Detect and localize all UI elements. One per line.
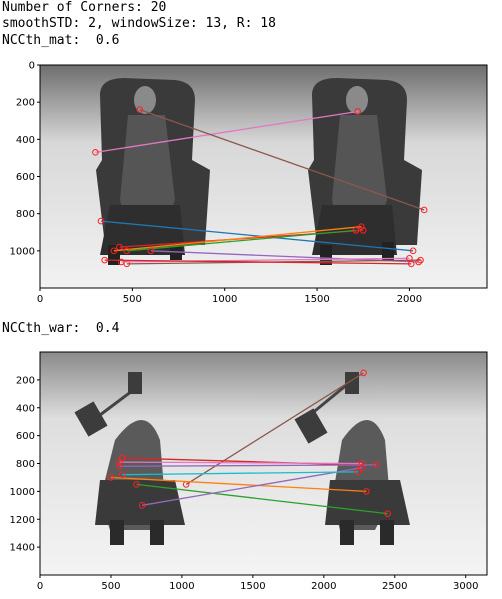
y-tick-label: 800 xyxy=(16,459,35,470)
match-line xyxy=(110,476,367,493)
corner-marker xyxy=(119,471,126,478)
corner-marker xyxy=(136,106,144,113)
corner-marker xyxy=(373,461,380,469)
corner-marker xyxy=(358,223,365,230)
x-tick-label: 500 xyxy=(123,294,142,305)
match-lines-1 xyxy=(92,106,428,268)
y-axis-2: 200 400 600 800 1000 1200 1400 xyxy=(10,375,40,554)
corner-marker xyxy=(407,260,415,268)
corner-marker xyxy=(384,510,391,517)
corner-marker xyxy=(101,256,108,264)
x-tick-label: 500 xyxy=(101,581,120,592)
ncc-war-info: NCCth_war: 0.4 xyxy=(2,321,120,336)
corner-marker xyxy=(133,481,140,488)
x-tick-label: 0 xyxy=(37,581,43,592)
corner-marker xyxy=(138,502,146,509)
x-tick-label: 2000 xyxy=(397,294,422,305)
match-line xyxy=(119,464,377,467)
match-lines-2 xyxy=(107,369,391,517)
corners-info: Number of Corners: 20 xyxy=(2,0,167,15)
match-line xyxy=(126,229,356,252)
corner-marker xyxy=(352,227,360,234)
corner-marker xyxy=(363,488,370,495)
y-tick-label: 600 xyxy=(16,172,35,183)
corner-marker xyxy=(359,227,367,234)
match-line xyxy=(136,483,388,515)
corner-marker xyxy=(147,247,155,255)
match-line xyxy=(119,461,363,465)
match-line xyxy=(100,220,414,252)
image-panel-1: 0 500 1000 1500 2000 0 200 400 600 800 1000 xyxy=(10,61,488,305)
corner-marker xyxy=(415,258,422,266)
corner-marker xyxy=(97,217,105,225)
corner-marker xyxy=(406,254,413,262)
y-tick-label: 800 xyxy=(16,209,35,220)
corner-marker xyxy=(116,462,123,470)
match-line xyxy=(95,110,358,153)
x-tick-label: 1000 xyxy=(212,294,237,305)
corner-marker xyxy=(107,474,115,481)
x-tick-label: 2000 xyxy=(311,581,336,592)
corner-marker xyxy=(92,149,99,156)
match-line xyxy=(122,471,358,476)
y-tick-label: 1200 xyxy=(10,515,35,526)
y-tick-label: 1400 xyxy=(10,543,35,554)
ncc-mat-info: NCCth_mat: 0.6 xyxy=(2,33,120,48)
match-line xyxy=(104,259,412,265)
y-tick-label: 0 xyxy=(29,61,35,72)
x-tick-label: 1000 xyxy=(169,581,194,592)
armchair-figure-left xyxy=(96,78,210,265)
y-tick-label: 1000 xyxy=(10,487,35,498)
corner-marker xyxy=(417,256,424,264)
armchair-figure-right xyxy=(308,78,422,265)
x-tick-label: 0 xyxy=(37,294,43,305)
match-line xyxy=(139,108,425,211)
y-tick-label: 600 xyxy=(16,431,35,442)
y-tick-label: 1000 xyxy=(10,246,35,257)
x-tick-label: 1500 xyxy=(304,294,329,305)
corner-marker xyxy=(409,247,417,255)
corner-marker xyxy=(117,258,125,266)
corner-marker xyxy=(358,464,366,471)
x-axis-1: 0 500 1000 1500 2000 xyxy=(37,288,422,305)
corner-marker xyxy=(354,468,362,476)
corner-marker xyxy=(110,247,118,255)
corner-marker xyxy=(116,458,123,466)
match-line xyxy=(142,467,363,506)
match-line xyxy=(113,226,362,252)
corner-marker xyxy=(358,460,366,467)
y-tick-label: 200 xyxy=(16,375,35,386)
corner-marker xyxy=(123,247,131,255)
image-panel-2: 0 500 1000 1500 2000 2500 3000 200 400 600 800 100… xyxy=(10,351,488,592)
corner-marker xyxy=(420,206,428,214)
params-info: smoothSTD: 2, windowSize: 13, R: 18 xyxy=(2,16,276,31)
x-axis-2: 0 500 1000 1500 2000 2500 3000 xyxy=(37,575,478,592)
x-tick-label: 2500 xyxy=(382,581,407,592)
y-tick-label: 200 xyxy=(16,98,35,109)
y-tick-label: 400 xyxy=(16,403,35,414)
corner-marker xyxy=(360,369,367,377)
x-tick-label: 1500 xyxy=(240,581,265,592)
y-tick-label: 400 xyxy=(16,135,35,146)
corner-marker xyxy=(354,108,362,115)
warrior-figure-right xyxy=(294,372,410,545)
y-axis-1: 0 200 400 600 800 1000 xyxy=(10,61,40,257)
x-tick-label: 3000 xyxy=(453,581,478,592)
